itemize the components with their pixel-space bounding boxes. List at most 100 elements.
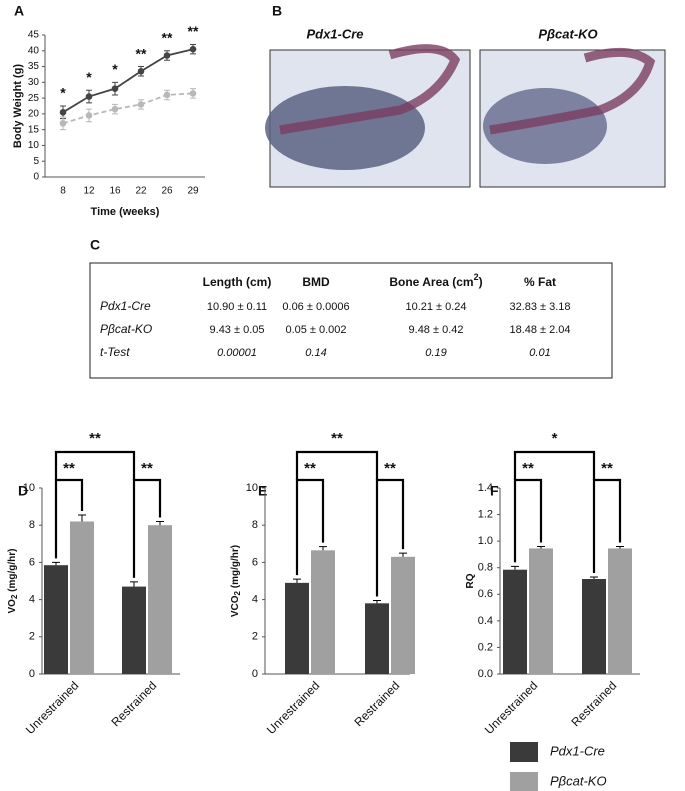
significance: ** [331, 430, 343, 447]
panel-label: E [258, 483, 267, 499]
x-tick-label: 16 [109, 186, 121, 197]
y-axis-title: VO2 (mg/g/hr) [7, 548, 19, 613]
bar [503, 569, 527, 674]
y-tick-label: 45 [28, 30, 40, 41]
bar [311, 550, 335, 674]
panel-label: A [14, 3, 24, 19]
x-tick-label: Unrestrained [264, 678, 322, 736]
significance: ** [522, 460, 534, 477]
error-bar [511, 565, 519, 570]
y-tick-label: 2 [29, 631, 35, 643]
y-tick-label: 25 [28, 93, 40, 104]
spine [279, 44, 461, 135]
point [163, 91, 171, 99]
text-part: ) [479, 275, 483, 289]
text-part: (mg/g/hr) [230, 545, 241, 591]
image-title: Pβcat-KO [538, 26, 597, 41]
text-part: (mg/g/hr) [7, 548, 18, 594]
bar [285, 582, 309, 674]
significance: ** [188, 23, 199, 39]
y-tick-label: 5 [33, 156, 39, 167]
table-cell: 0.19 [425, 347, 446, 359]
bracket [54, 478, 84, 559]
bar [44, 565, 68, 674]
y-tick-label: 4 [29, 594, 35, 606]
y-tick-label: 0.6 [478, 588, 493, 600]
point [137, 67, 145, 75]
xray-images [265, 44, 666, 188]
bracket [295, 450, 379, 480]
text-part: Bone Area (cm [389, 275, 473, 289]
error-bar [319, 546, 327, 551]
text-part: RQ [465, 573, 476, 588]
y-axis-title: Body Weight (g) [12, 64, 24, 148]
y-tick-label: 1.2 [478, 508, 493, 520]
body-shape [265, 86, 425, 170]
table-header: Bone Area (cm2) [389, 272, 482, 289]
y-tick-label: 4 [252, 594, 258, 606]
y-tick-label: 40 [28, 45, 40, 56]
table-cell: 0.05 ± 0.002 [285, 324, 346, 336]
point [59, 120, 67, 127]
table-border [89, 262, 613, 379]
bar [148, 525, 172, 674]
table-cell: 10.90 ± 0.11 [207, 301, 267, 313]
error-bar [616, 545, 624, 549]
panel-label: D [18, 483, 28, 499]
legend-label: Pdx1-Cre [550, 743, 605, 758]
table-cell: 9.48 ± 0.42 [409, 324, 464, 336]
significance: ** [162, 29, 173, 45]
y-tick-label: 10 [28, 140, 40, 151]
significance: ** [89, 430, 101, 447]
bar [529, 548, 553, 674]
table-header: Length (cm) [203, 275, 272, 289]
bar [122, 586, 146, 674]
image-title: Pdx1-Cre [306, 26, 363, 41]
point [111, 85, 119, 92]
bar [391, 556, 415, 674]
table-cell: 18.48 ± 2.04 [509, 324, 570, 336]
bar [365, 603, 389, 674]
text-part: 2 [233, 590, 242, 595]
y-tick-label: 0 [252, 668, 258, 680]
y-tick-label: 0.8 [478, 562, 493, 574]
y-tick-label: 35 [28, 61, 40, 72]
text-part: VO [7, 599, 18, 614]
series-line [62, 48, 194, 114]
y-tick-label: 30 [28, 77, 40, 88]
table-row-label: t-Test [100, 345, 130, 359]
table-cell: 0.01 [529, 347, 550, 359]
bracket [295, 478, 325, 576]
error-bar [78, 514, 86, 522]
x-tick-label: 8 [60, 186, 66, 197]
series-line [62, 92, 194, 125]
legend-label: Pβcat-KO [550, 773, 607, 788]
y-tick-label: 6 [29, 556, 35, 568]
y-axis-title: VCO2 (mg/g/hr) [230, 545, 242, 617]
significance: ** [384, 460, 396, 477]
table-row-label: Pβcat-KO [100, 322, 152, 336]
error-bar [537, 545, 545, 549]
bracket [375, 478, 405, 597]
bracket [592, 478, 622, 574]
table-header: BMD [302, 275, 330, 289]
point [85, 93, 93, 100]
bracket [513, 450, 596, 480]
body-shape [483, 88, 607, 164]
bracket [513, 478, 543, 563]
spine [489, 47, 656, 135]
table-cell: 0.00001 [217, 347, 257, 359]
table-cell: 32.83 ± 3.18 [509, 301, 570, 313]
y-tick-label: 8 [29, 519, 35, 531]
x-tick-label: 22 [135, 186, 147, 197]
text-part: 2 [474, 272, 479, 282]
error-bar [130, 581, 138, 587]
y-tick-label: 2 [252, 631, 258, 643]
bracket [132, 478, 162, 578]
y-tick-label: 15 [28, 124, 40, 135]
point [137, 101, 145, 108]
table-header: % Fat [524, 275, 556, 289]
error-bar [156, 520, 164, 526]
